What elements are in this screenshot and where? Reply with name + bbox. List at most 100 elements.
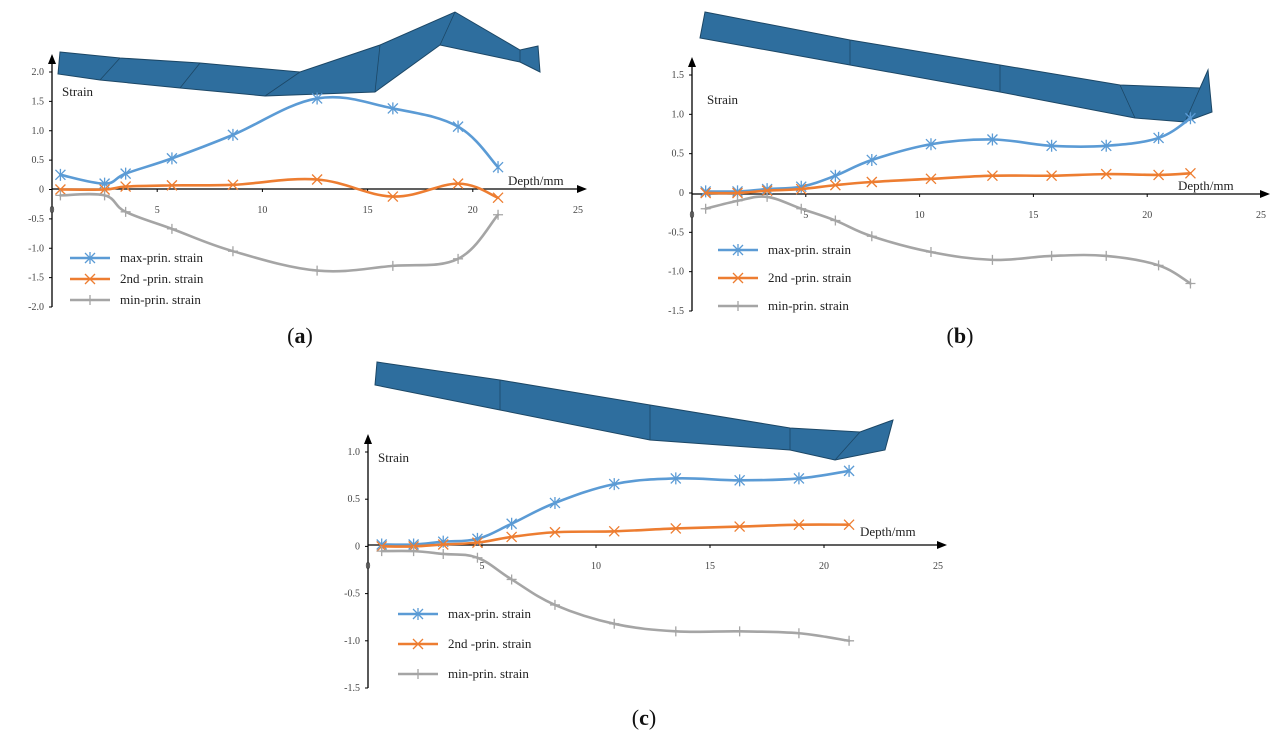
- x-tick-label: 5: [155, 205, 160, 216]
- data-point: [438, 548, 449, 559]
- series-2: [700, 191, 1196, 289]
- data-point: [99, 190, 110, 201]
- data-point: [670, 472, 682, 485]
- data-point: [387, 260, 398, 271]
- data-point: [54, 184, 66, 195]
- data-point: [492, 192, 504, 204]
- data-point: [700, 185, 712, 198]
- data-point: [609, 618, 620, 629]
- data-point: [986, 133, 998, 146]
- legend-label: max-prin. strain: [768, 242, 852, 257]
- series-1: [376, 519, 855, 552]
- data-point: [311, 174, 323, 185]
- plate-divider: [264, 71, 301, 97]
- data-point: [843, 464, 855, 477]
- legend-marker: [733, 301, 743, 311]
- x-tick-label: 0: [50, 205, 55, 216]
- y-tick-label: 0: [355, 541, 360, 552]
- data-point: [1153, 169, 1165, 181]
- panel-label-close: ): [306, 323, 313, 348]
- data-point: [793, 472, 805, 485]
- data-point: [120, 167, 132, 180]
- panel-label-close: ): [649, 705, 656, 730]
- data-point: [796, 203, 807, 214]
- y-tick-label: 1.0: [348, 447, 361, 458]
- data-point: [1100, 168, 1112, 180]
- data-point: [312, 265, 323, 276]
- data-point: [1100, 139, 1112, 152]
- panel-label-letter: a: [295, 323, 306, 348]
- plate-divider: [1119, 84, 1136, 119]
- chart-panel-c: 1.0 0.5 0 -0.5 -1.0 -1.5 0 5 10 15 20 25 Strain Depth…: [344, 361, 947, 730]
- y-tick-label: 1.5: [32, 96, 45, 107]
- data-point: [1046, 170, 1058, 182]
- data-point: [986, 170, 998, 182]
- x-tick-label: 25: [933, 561, 943, 572]
- series-0: [54, 92, 504, 190]
- legend-label: min-prin. strain: [120, 292, 201, 307]
- legend-label: max-prin. strain: [448, 606, 532, 621]
- panel-label-open: (: [947, 323, 954, 348]
- x-tick-label: 5: [480, 561, 485, 572]
- y-axis-arrow: [364, 434, 372, 444]
- data-point: [670, 626, 681, 637]
- y-tick-label: -0.5: [668, 227, 684, 238]
- series-2: [55, 190, 504, 276]
- y-tick-label: -1.5: [344, 683, 360, 694]
- y-tick-label: 1.0: [672, 109, 685, 120]
- specimen-plate-c: [374, 361, 894, 461]
- data-point: [166, 152, 178, 165]
- x-tick-label: 25: [1256, 210, 1266, 221]
- data-point: [166, 223, 177, 234]
- y-tick-label: -1.5: [28, 273, 44, 284]
- x-axis-label: Depth/mm: [508, 173, 564, 188]
- panel-label-open: (: [632, 705, 639, 730]
- x-tick-label: 15: [1028, 210, 1038, 221]
- legend-marker: [84, 252, 96, 264]
- data-point: [311, 92, 323, 105]
- plate-divider: [179, 62, 201, 89]
- x-tick-label: 10: [915, 210, 925, 221]
- x-tick-label: 25: [573, 205, 583, 216]
- data-point: [493, 209, 504, 220]
- data-point: [54, 168, 66, 181]
- legend-marker: [412, 608, 424, 620]
- data-point: [734, 474, 746, 487]
- panel-label-close: ): [966, 323, 973, 348]
- chart-panel-b: 1.5 1.0 0.5 0 -0.5 -1.0 -1.5 0 5 10 15 20 25 Strain De…: [668, 11, 1270, 348]
- data-point: [1046, 139, 1058, 152]
- x-tick-label: 0: [366, 561, 371, 572]
- y-tick-label: -2.0: [28, 302, 44, 313]
- series-0: [700, 112, 1196, 198]
- plate-divider: [374, 44, 381, 93]
- data-point: [549, 526, 561, 538]
- data-point: [608, 478, 620, 491]
- data-point: [492, 161, 504, 174]
- data-point: [732, 185, 743, 198]
- x-tick-label: 10: [257, 205, 267, 216]
- data-point: [866, 231, 877, 242]
- data-point: [437, 539, 449, 550]
- series-line: [704, 116, 1192, 193]
- series-line: [59, 95, 500, 185]
- legend-label: max-prin. strain: [120, 250, 204, 265]
- specimen-plate-b: [699, 11, 1213, 123]
- data-point: [471, 537, 483, 549]
- y-tick-label: -1.5: [668, 306, 684, 317]
- y-tick-label: 0: [679, 188, 684, 199]
- legend-label: min-prin. strain: [768, 298, 849, 313]
- data-point: [452, 120, 464, 133]
- series-line: [380, 549, 851, 643]
- data-point: [762, 191, 773, 202]
- data-point: [408, 546, 419, 557]
- legend-marker: [732, 272, 744, 284]
- data-point: [793, 519, 805, 531]
- data-point: [1184, 112, 1196, 125]
- data-point: [1046, 250, 1057, 261]
- legend-marker: [732, 244, 744, 256]
- data-point: [734, 626, 745, 637]
- data-point: [608, 525, 620, 537]
- data-point: [761, 185, 773, 197]
- data-point: [670, 523, 682, 534]
